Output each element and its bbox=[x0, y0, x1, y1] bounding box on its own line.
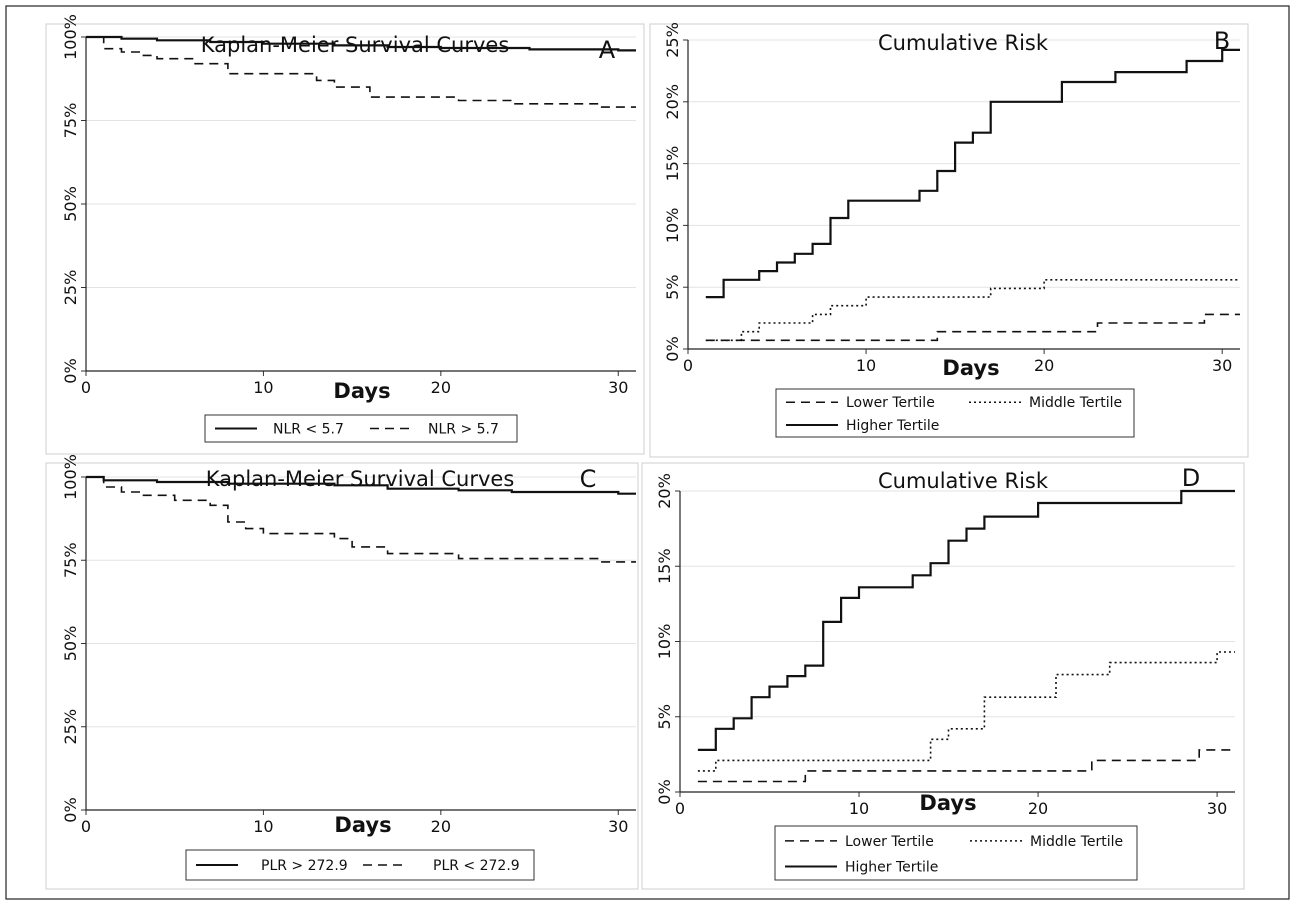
y-tick-label: 100% bbox=[61, 454, 80, 500]
panel-border bbox=[641, 462, 1245, 890]
y-tick-label: 0% bbox=[663, 336, 682, 361]
legend-label: PLR > 272.9 bbox=[261, 858, 348, 874]
x-tick-label: 10 bbox=[856, 356, 876, 375]
y-tick-label: 15% bbox=[655, 548, 674, 584]
x-axis-label: Days bbox=[334, 813, 391, 837]
x-tick-label: 10 bbox=[253, 378, 273, 397]
legend-box bbox=[185, 849, 535, 881]
y-tick-label: 100% bbox=[61, 14, 80, 60]
panel-d: 0% 5% 10% 15% 20% 0 10 20 30 Cumulative Risk D Days… bbox=[641, 462, 1245, 890]
x-axis-label: Days bbox=[333, 379, 390, 403]
x-tick-label: 0 bbox=[81, 378, 91, 397]
legend-label: Middle Tertile bbox=[1030, 834, 1123, 850]
legend: NLR < 5.7 NLR > 5.7 bbox=[204, 414, 518, 443]
x-tick-label: 0 bbox=[81, 817, 91, 836]
panel-a: 0% 25% 50% 75% 100% 0 10 20 30 Kaplan-Meier Survi… bbox=[45, 14, 645, 455]
legend-label: Middle Tertile bbox=[1029, 395, 1122, 411]
legend: PLR > 272.9 PLR < 272.9 bbox=[185, 849, 535, 881]
series-line-plr-272-9 bbox=[86, 475, 636, 495]
x-tick-label: 30 bbox=[1212, 356, 1232, 375]
y-tick-label: 75% bbox=[61, 103, 80, 139]
x-tick-label: 30 bbox=[1207, 799, 1227, 818]
y-tick-label: 25% bbox=[61, 270, 80, 306]
series-line-nlr-5-7 bbox=[86, 36, 636, 108]
y-tick-label: 0% bbox=[61, 358, 80, 383]
legend-label: Lower Tertile bbox=[846, 395, 935, 411]
chart-title: Cumulative Risk bbox=[878, 469, 1049, 493]
y-tick-label: 5% bbox=[663, 275, 682, 300]
panel-border bbox=[45, 462, 639, 890]
legend: Lower Tertile Middle Tertile Higher Tertil… bbox=[775, 388, 1135, 438]
panel-letter: C bbox=[580, 465, 597, 493]
legend-label: NLR < 5.7 bbox=[273, 422, 344, 438]
legend-label: PLR < 272.9 bbox=[433, 858, 520, 874]
panel-border bbox=[45, 23, 645, 455]
panel-c: 0% 25% 50% 75% 100% 0 10 20 30 Kaplan-Meier Survi… bbox=[45, 454, 639, 890]
chart-title: Kaplan-Meier Survival Curves bbox=[201, 33, 510, 57]
legend-label: Higher Tertile bbox=[846, 418, 939, 434]
series-line-plr-272-9 bbox=[86, 476, 636, 563]
series-line-higher-tertile bbox=[705, 48, 1240, 299]
legend-box bbox=[775, 388, 1135, 438]
y-tick-label: 50% bbox=[61, 186, 80, 222]
x-tick-label: 0 bbox=[683, 356, 693, 375]
series-line-middle-tertile bbox=[697, 651, 1235, 772]
x-tick-label: 20 bbox=[1034, 356, 1054, 375]
series-line-nlr-5-7 bbox=[86, 35, 636, 52]
panel-letter: A bbox=[599, 36, 616, 64]
legend: Lower Tertile Middle Tertile Higher Tertil… bbox=[774, 825, 1138, 881]
legend-label: NLR > 5.7 bbox=[428, 422, 499, 438]
x-tick-label: 20 bbox=[431, 378, 451, 397]
series-line-lower-tertile bbox=[705, 313, 1240, 342]
x-axis-label: Days bbox=[942, 356, 999, 380]
panel-letter: D bbox=[1182, 464, 1200, 492]
x-axis-label: Days bbox=[919, 791, 976, 815]
y-tick-label: 0% bbox=[61, 797, 80, 822]
x-tick-label: 10 bbox=[253, 817, 273, 836]
y-tick-label: 0% bbox=[655, 779, 674, 804]
y-tick-label: 75% bbox=[61, 542, 80, 578]
series-line-higher-tertile bbox=[697, 489, 1235, 751]
y-tick-label: 15% bbox=[663, 146, 682, 182]
panel-border bbox=[649, 23, 1249, 458]
legend-label: Lower Tertile bbox=[845, 834, 934, 850]
y-tick-label: 20% bbox=[655, 473, 674, 509]
y-tick-label: 10% bbox=[663, 208, 682, 244]
x-tick-label: 20 bbox=[1028, 799, 1048, 818]
chart-title: Kaplan-Meier Survival Curves bbox=[206, 467, 515, 491]
y-tick-label: 10% bbox=[655, 624, 674, 660]
y-tick-label: 20% bbox=[663, 84, 682, 120]
y-tick-label: 25% bbox=[663, 22, 682, 58]
y-tick-label: 5% bbox=[655, 704, 674, 729]
y-tick-label: 25% bbox=[61, 709, 80, 745]
panel-letter: B bbox=[1214, 27, 1230, 55]
x-tick-label: 30 bbox=[608, 378, 628, 397]
series-line-lower-tertile bbox=[697, 749, 1235, 783]
legend-box bbox=[774, 825, 1138, 881]
chart-title: Cumulative Risk bbox=[878, 31, 1049, 55]
x-tick-label: 20 bbox=[431, 817, 451, 836]
x-tick-label: 30 bbox=[608, 817, 628, 836]
panel-b: 0% 5% 10% 15% 20% 25% 0 10 20 30 Cumulative Risk B D… bbox=[649, 22, 1249, 458]
x-tick-label: 10 bbox=[849, 799, 869, 818]
legend-label: Higher Tertile bbox=[845, 860, 938, 876]
y-tick-label: 50% bbox=[61, 626, 80, 662]
outer-frame bbox=[5, 5, 1290, 900]
x-tick-label: 0 bbox=[675, 799, 685, 818]
